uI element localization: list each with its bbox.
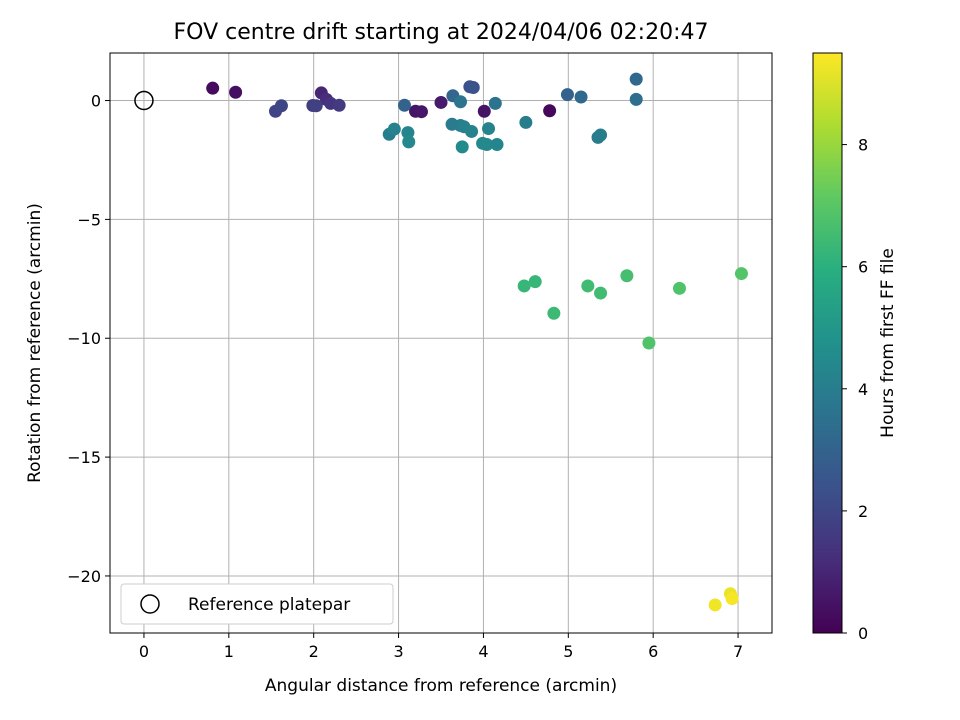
data-point <box>482 122 496 136</box>
legend-box <box>120 583 394 625</box>
data-point <box>480 138 494 152</box>
data-point <box>708 598 722 612</box>
colorbar-ticks: 0 2 4 6 8 <box>842 136 868 643</box>
data-point <box>387 122 401 136</box>
data-point <box>517 279 531 293</box>
colorbar-tick-label: 4 <box>858 380 868 399</box>
colorbar-tick-label: 0 <box>858 624 868 643</box>
plot-frame <box>109 52 773 634</box>
data-point <box>455 140 469 154</box>
x-tick-label: 6 <box>648 642 658 661</box>
colorbar-tick-label: 8 <box>858 136 868 155</box>
data-point <box>629 92 643 106</box>
data-point <box>477 104 491 118</box>
data-point <box>206 81 220 95</box>
data-point <box>594 128 608 142</box>
y-tick-label: −10 <box>67 329 101 348</box>
data-point <box>519 115 533 129</box>
x-tick-label: 2 <box>309 642 319 661</box>
data-point <box>528 275 542 289</box>
x-tick-label: 7 <box>733 642 743 661</box>
data-point <box>574 90 588 104</box>
data-point <box>332 98 346 112</box>
data-point <box>434 95 448 109</box>
data-point <box>274 99 288 113</box>
y-tick-label: 0 <box>91 92 101 111</box>
plot-background <box>110 53 772 633</box>
data-point <box>629 72 643 86</box>
x-tick-label: 0 <box>139 642 149 661</box>
data-point <box>725 592 739 606</box>
data-point <box>488 96 502 110</box>
legend-label-reference: Reference platepar <box>188 595 350 615</box>
data-point <box>642 336 656 350</box>
data-point <box>490 138 504 152</box>
data-point <box>560 88 574 102</box>
data-point <box>402 135 416 149</box>
x-axis-label: Angular distance from reference (arcmin) <box>265 676 617 696</box>
colorbar-gradient <box>812 52 843 634</box>
data-point <box>466 80 480 94</box>
legend: Reference platepar <box>120 583 394 625</box>
y-axis-ticks: 0 −5 −10 −15 −20 <box>67 92 110 586</box>
data-point <box>594 286 608 300</box>
data-point <box>547 306 561 320</box>
data-point <box>229 85 243 99</box>
y-tick-label: −20 <box>67 567 101 586</box>
data-point <box>734 267 748 281</box>
data-points <box>134 72 748 612</box>
reference-platepar-marker <box>134 90 154 111</box>
data-point <box>543 104 557 118</box>
y-tick-label: −15 <box>67 448 101 467</box>
x-tick-label: 1 <box>224 642 234 661</box>
grid <box>110 53 772 633</box>
data-point <box>465 124 479 138</box>
y-axis-label: Rotation from reference (arcmin) <box>25 203 45 483</box>
x-tick-label: 3 <box>393 642 403 661</box>
x-axis-ticks: 0 1 2 3 4 5 6 7 <box>139 633 743 661</box>
data-point <box>309 99 323 113</box>
data-point <box>414 105 428 119</box>
data-point <box>581 279 595 293</box>
data-point <box>454 95 468 109</box>
data-point <box>620 269 634 283</box>
colorbar-tick-label: 6 <box>858 258 868 277</box>
colorbar: 0 2 4 6 8 Hours from first FF file <box>812 52 898 643</box>
x-tick-label: 4 <box>478 642 488 661</box>
data-point <box>672 281 686 295</box>
colorbar-label: Hours from first FF file <box>878 248 898 438</box>
colorbar-tick-label: 2 <box>858 502 868 521</box>
x-tick-label: 5 <box>563 642 573 661</box>
y-tick-label: −5 <box>77 210 101 229</box>
chart-title: FOV centre drift starting at 2024/04/06 … <box>174 20 709 45</box>
legend-marker-reference <box>140 594 160 614</box>
data-point <box>398 98 412 112</box>
